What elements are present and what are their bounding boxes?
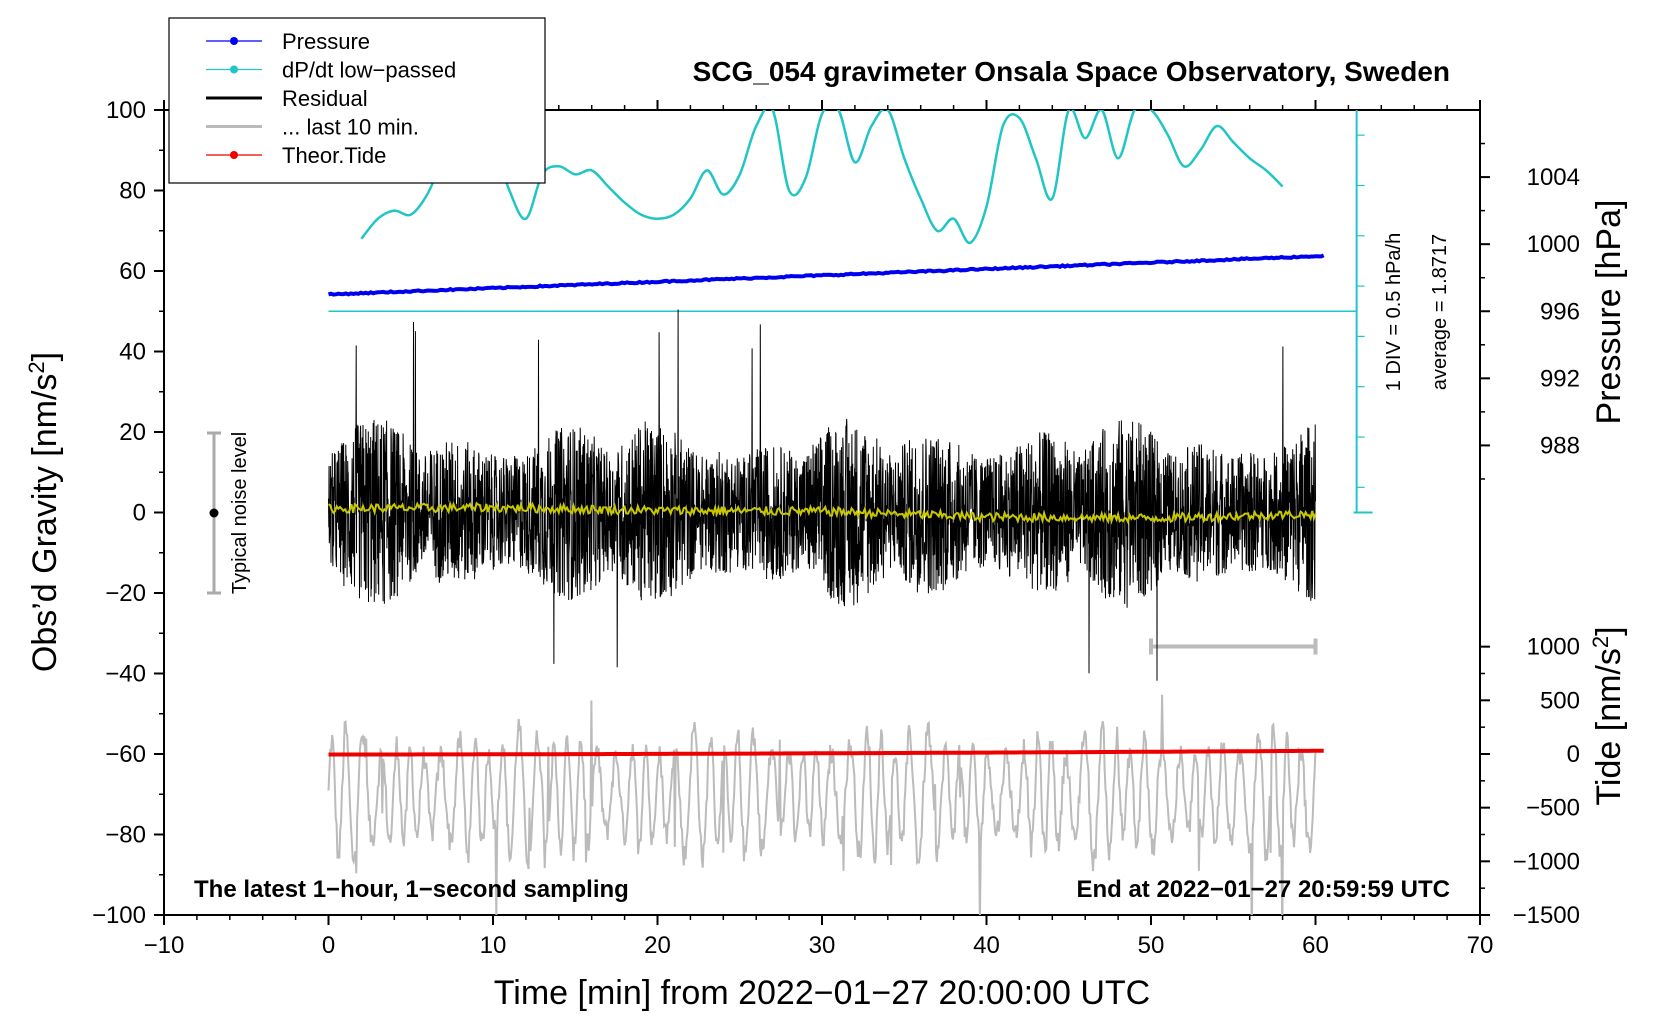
y-axis-gravity: −100 −80 −60 −40 −20 0 20 40 60 80 100	[92, 97, 164, 929]
chart-title: SCG_054 gravimeter Onsala Space Observat…	[693, 56, 1450, 87]
x-tick-label: 70	[1467, 932, 1494, 959]
y-axis-left-title: Obs’d Gravity [nm/s2]	[24, 352, 64, 672]
legend-label: Residual	[282, 86, 368, 111]
y-tick-label: 100	[106, 97, 146, 124]
y-axis-tide-title: Tide [nm/s2]	[1588, 626, 1628, 805]
legend-label: ... last 10 min.	[282, 115, 419, 140]
pressure-tick-label: 1000	[1527, 231, 1580, 258]
x-tick-label: 10	[480, 932, 507, 959]
scale-div-label: 1 DIV = 0.5 hPa/h	[1383, 233, 1405, 391]
y-axis-pressure: 988 992 996 1000 1004	[1480, 142, 1580, 480]
series-residual-smoothed-line	[328, 500, 1317, 525]
x-tick-label: 20	[644, 932, 671, 959]
y-tick-label: −40	[105, 661, 146, 688]
tide-tick-label: 500	[1540, 687, 1580, 714]
legend-marker	[230, 37, 238, 45]
y-tick-label: 80	[119, 178, 146, 205]
end-time-note: End at 2022−01−27 20:59:59 UTC	[1076, 876, 1450, 903]
x-axis-title: Time [min] from 2022−01−27 20:00:00 UTC	[494, 974, 1150, 1012]
y-tick-label: 0	[133, 500, 146, 527]
legend-label: Theor.Tide	[282, 143, 386, 168]
tide-tick-label: 1000	[1527, 634, 1580, 661]
x-axis: −10 0 10 20 30 40 50 60 70	[144, 100, 1494, 959]
pressure-tick-label: 996	[1540, 298, 1580, 325]
average-label: average = 1.8717	[1429, 234, 1451, 390]
pressure-tick-label: 992	[1540, 365, 1580, 392]
x-tick-label: −10	[144, 932, 185, 959]
x-tick-label: 30	[809, 932, 836, 959]
legend-label: dP/dt low−passed	[282, 58, 456, 83]
tide-tick-label: 0	[1567, 741, 1580, 768]
pressure-tick-label: 988	[1540, 432, 1580, 459]
legend: Pressure dP/dt low−passed Residual ... last…	[168, 17, 546, 184]
noise-label: Typical noise level	[229, 432, 251, 594]
y-axis-tide: −1500 −1000 −500 0 500 1000	[1480, 634, 1580, 929]
y-tick-label: −60	[105, 741, 146, 768]
dpdt-scale-bar	[1353, 110, 1373, 514]
legend-marker	[230, 151, 238, 159]
y-tick-label: −80	[105, 822, 146, 849]
series-group	[327, 110, 1357, 915]
y-tick-label: −100	[92, 902, 146, 929]
y-axis-pressure-title: Pressure [hPa]	[1590, 200, 1628, 425]
x-tick-label: 40	[973, 932, 1000, 959]
tide-tick-label: −1500	[1513, 902, 1580, 929]
noise-level-indicator: Typical noise level	[207, 431, 251, 595]
x-tick-label: 0	[322, 932, 335, 959]
series-last10-line	[327, 694, 1317, 915]
series-pressure-line	[327, 253, 1325, 297]
x-tick-label: 50	[1138, 932, 1165, 959]
series-tide-line	[328, 748, 1324, 757]
y-tick-label: 60	[119, 258, 146, 285]
legend-label: Pressure	[282, 29, 370, 54]
legend-marker	[230, 65, 238, 74]
y-tick-label: −20	[105, 580, 146, 607]
tide-tick-label: −1000	[1513, 848, 1580, 875]
sampling-note: The latest 1−hour, 1−second sampling	[194, 876, 629, 903]
series-residual-line	[328, 309, 1316, 681]
tide-tick-label: −500	[1526, 795, 1580, 822]
noise-center-dot	[209, 508, 219, 518]
y-tick-label: 40	[119, 339, 146, 366]
pressure-tick-label: 1004	[1527, 164, 1580, 191]
x-tick-label: 60	[1302, 932, 1329, 959]
series-dpdt-line	[360, 110, 1284, 245]
y-tick-label: 20	[119, 419, 146, 446]
